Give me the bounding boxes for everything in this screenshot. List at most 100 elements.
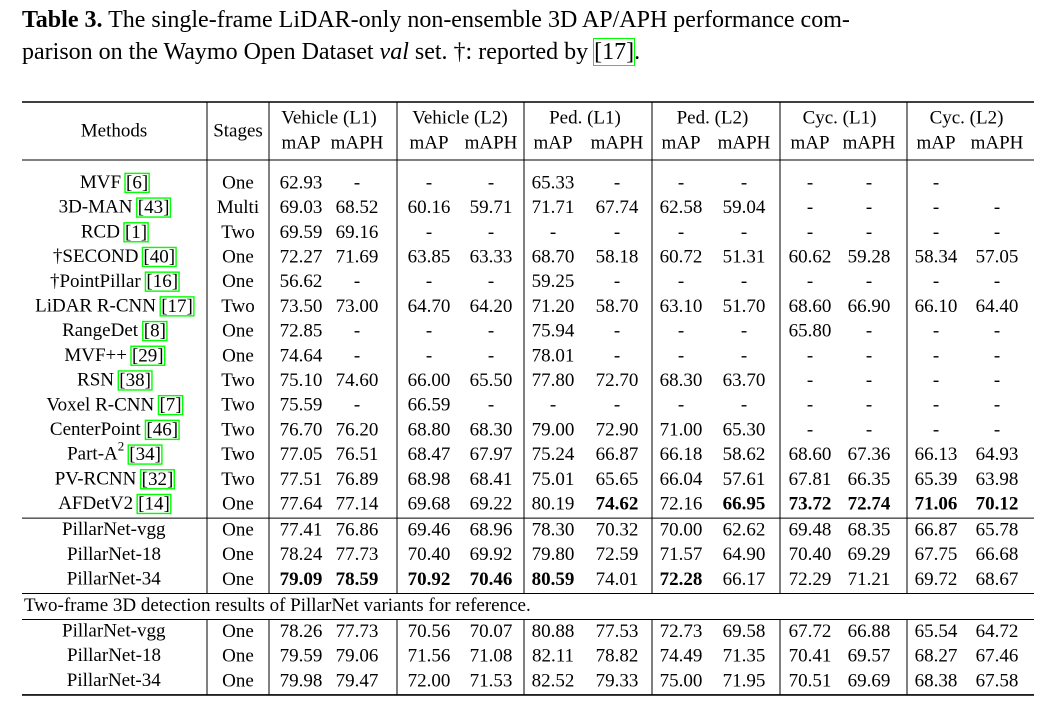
cell-value: 78.01 [532, 345, 575, 366]
cell-value: 78.59 [336, 569, 379, 590]
cell-value: 66.04 [660, 469, 703, 490]
method-ref: [34] [129, 444, 161, 465]
method-cell: MVF++ [29] [64, 345, 166, 366]
header-metric: mAPH [591, 132, 644, 153]
cell-value: 71.71 [532, 197, 575, 218]
cell-value: 68.67 [976, 569, 1019, 590]
cell-value: - [994, 271, 1000, 292]
cell-value: 69.57 [848, 646, 891, 667]
cell-value: 65.80 [789, 321, 832, 342]
cell-value: 57.61 [723, 469, 766, 490]
cell-value: - [933, 370, 939, 391]
cell-value: 68.38 [915, 670, 958, 691]
method-ref: [29] [132, 345, 164, 366]
cell-value: - [866, 271, 872, 292]
cell-value: - [933, 419, 939, 440]
method-text: MVF [80, 172, 121, 193]
cell-value: - [614, 172, 620, 193]
ref-box [136, 493, 172, 515]
cell-value: 77.14 [336, 493, 379, 514]
cell-value: - [933, 222, 939, 243]
cell-value: 70.40 [408, 544, 451, 565]
method-name: AFDetV2 [58, 493, 133, 514]
cell-value: 70.40 [789, 544, 832, 565]
method-ref: [7] [159, 395, 181, 416]
method-text: PillarNet-vgg [62, 519, 166, 540]
cell-value: 63.85 [408, 246, 451, 267]
cell-value: 66.59 [408, 395, 451, 416]
header-metric: mAP [281, 132, 320, 153]
cell-value: - [866, 172, 872, 193]
method-name: PillarNet-vgg [62, 621, 166, 642]
header-group: Ped. (L1) [549, 107, 621, 128]
cell-value: - [678, 271, 684, 292]
method-name: 3D-MAN [59, 197, 133, 218]
cell-value: 77.80 [532, 370, 575, 391]
stage: Two [221, 395, 255, 416]
cell-value: 63.98 [976, 469, 1019, 490]
cell-value: - [678, 345, 684, 366]
method-cell: PillarNet-vgg [62, 621, 166, 642]
method-name: †PointPillar [50, 271, 141, 292]
method-text: 3D-MAN [59, 197, 133, 218]
cell-value: 69.69 [848, 670, 891, 691]
cell-value: 66.88 [848, 621, 891, 642]
caption-text: set. †: reported by [414, 39, 589, 65]
cell-value: 66.68 [976, 544, 1019, 565]
header-metric: mAPH [971, 132, 1024, 153]
cell-value: 67.36 [848, 444, 891, 465]
stage: One [222, 172, 254, 193]
header-group: Ped. (L2) [677, 107, 749, 128]
cell-value: 67.58 [976, 670, 1019, 691]
cell-value: 69.22 [470, 493, 513, 514]
cell-value: 64.72 [976, 621, 1019, 642]
cell-value: 60.72 [660, 246, 703, 267]
cell-value: 73.50 [280, 296, 323, 317]
cell-value: 63.70 [723, 370, 766, 391]
cell-value: - [678, 222, 684, 243]
cell-value: - [866, 345, 872, 366]
caption-text: The single-frame LiDAR-only non-ensemble… [108, 7, 850, 33]
cell-value: 69.29 [848, 544, 891, 565]
cell-value: 58.34 [915, 246, 958, 267]
method-text: RCD [81, 222, 120, 243]
cell-value: 72.70 [596, 370, 639, 391]
cell-value: - [866, 197, 872, 218]
cell-value: 69.72 [915, 569, 958, 590]
cell-value: 68.98 [408, 469, 451, 490]
cell-value: 62.58 [660, 197, 703, 218]
cell-value: 65.50 [470, 370, 513, 391]
cell-value: - [866, 321, 872, 342]
cell-value: 72.85 [280, 321, 323, 342]
method-ref: [40] [143, 246, 175, 267]
cell-value: 71.56 [408, 646, 451, 667]
cell-value: 68.41 [470, 469, 513, 490]
cell-value: - [678, 321, 684, 342]
cell-value: - [933, 321, 939, 342]
cell-value: - [994, 419, 1000, 440]
cell-value: 64.70 [408, 296, 451, 317]
method-name: RangeDet [62, 321, 139, 342]
cell-value: 70.12 [976, 493, 1019, 514]
header-metric: mAP [790, 132, 829, 153]
cell-value: 71.20 [532, 296, 575, 317]
stage: One [222, 646, 254, 667]
caption-italic: val [379, 39, 409, 65]
cell-value: - [994, 370, 1000, 391]
cell-value: 71.06 [915, 493, 958, 514]
cell-value: - [807, 271, 813, 292]
method-name: PillarNet-18 [67, 646, 161, 667]
cell-value: 64.93 [976, 444, 1019, 465]
cell-value: - [550, 222, 556, 243]
caption-text: parison on the Waymo Open Dataset [22, 39, 374, 65]
cell-value: 67.74 [596, 197, 639, 218]
header-metric: mAP [916, 132, 955, 153]
caption-ref: [17] [593, 38, 636, 66]
method-name: PV-RCNN [55, 469, 137, 490]
method-cell: RangeDet [8] [62, 321, 168, 342]
cell-value: - [354, 345, 360, 366]
cell-value: 77.41 [280, 519, 323, 540]
method-cell: PillarNet-18 [67, 646, 161, 667]
cell-value: 69.92 [470, 544, 513, 565]
